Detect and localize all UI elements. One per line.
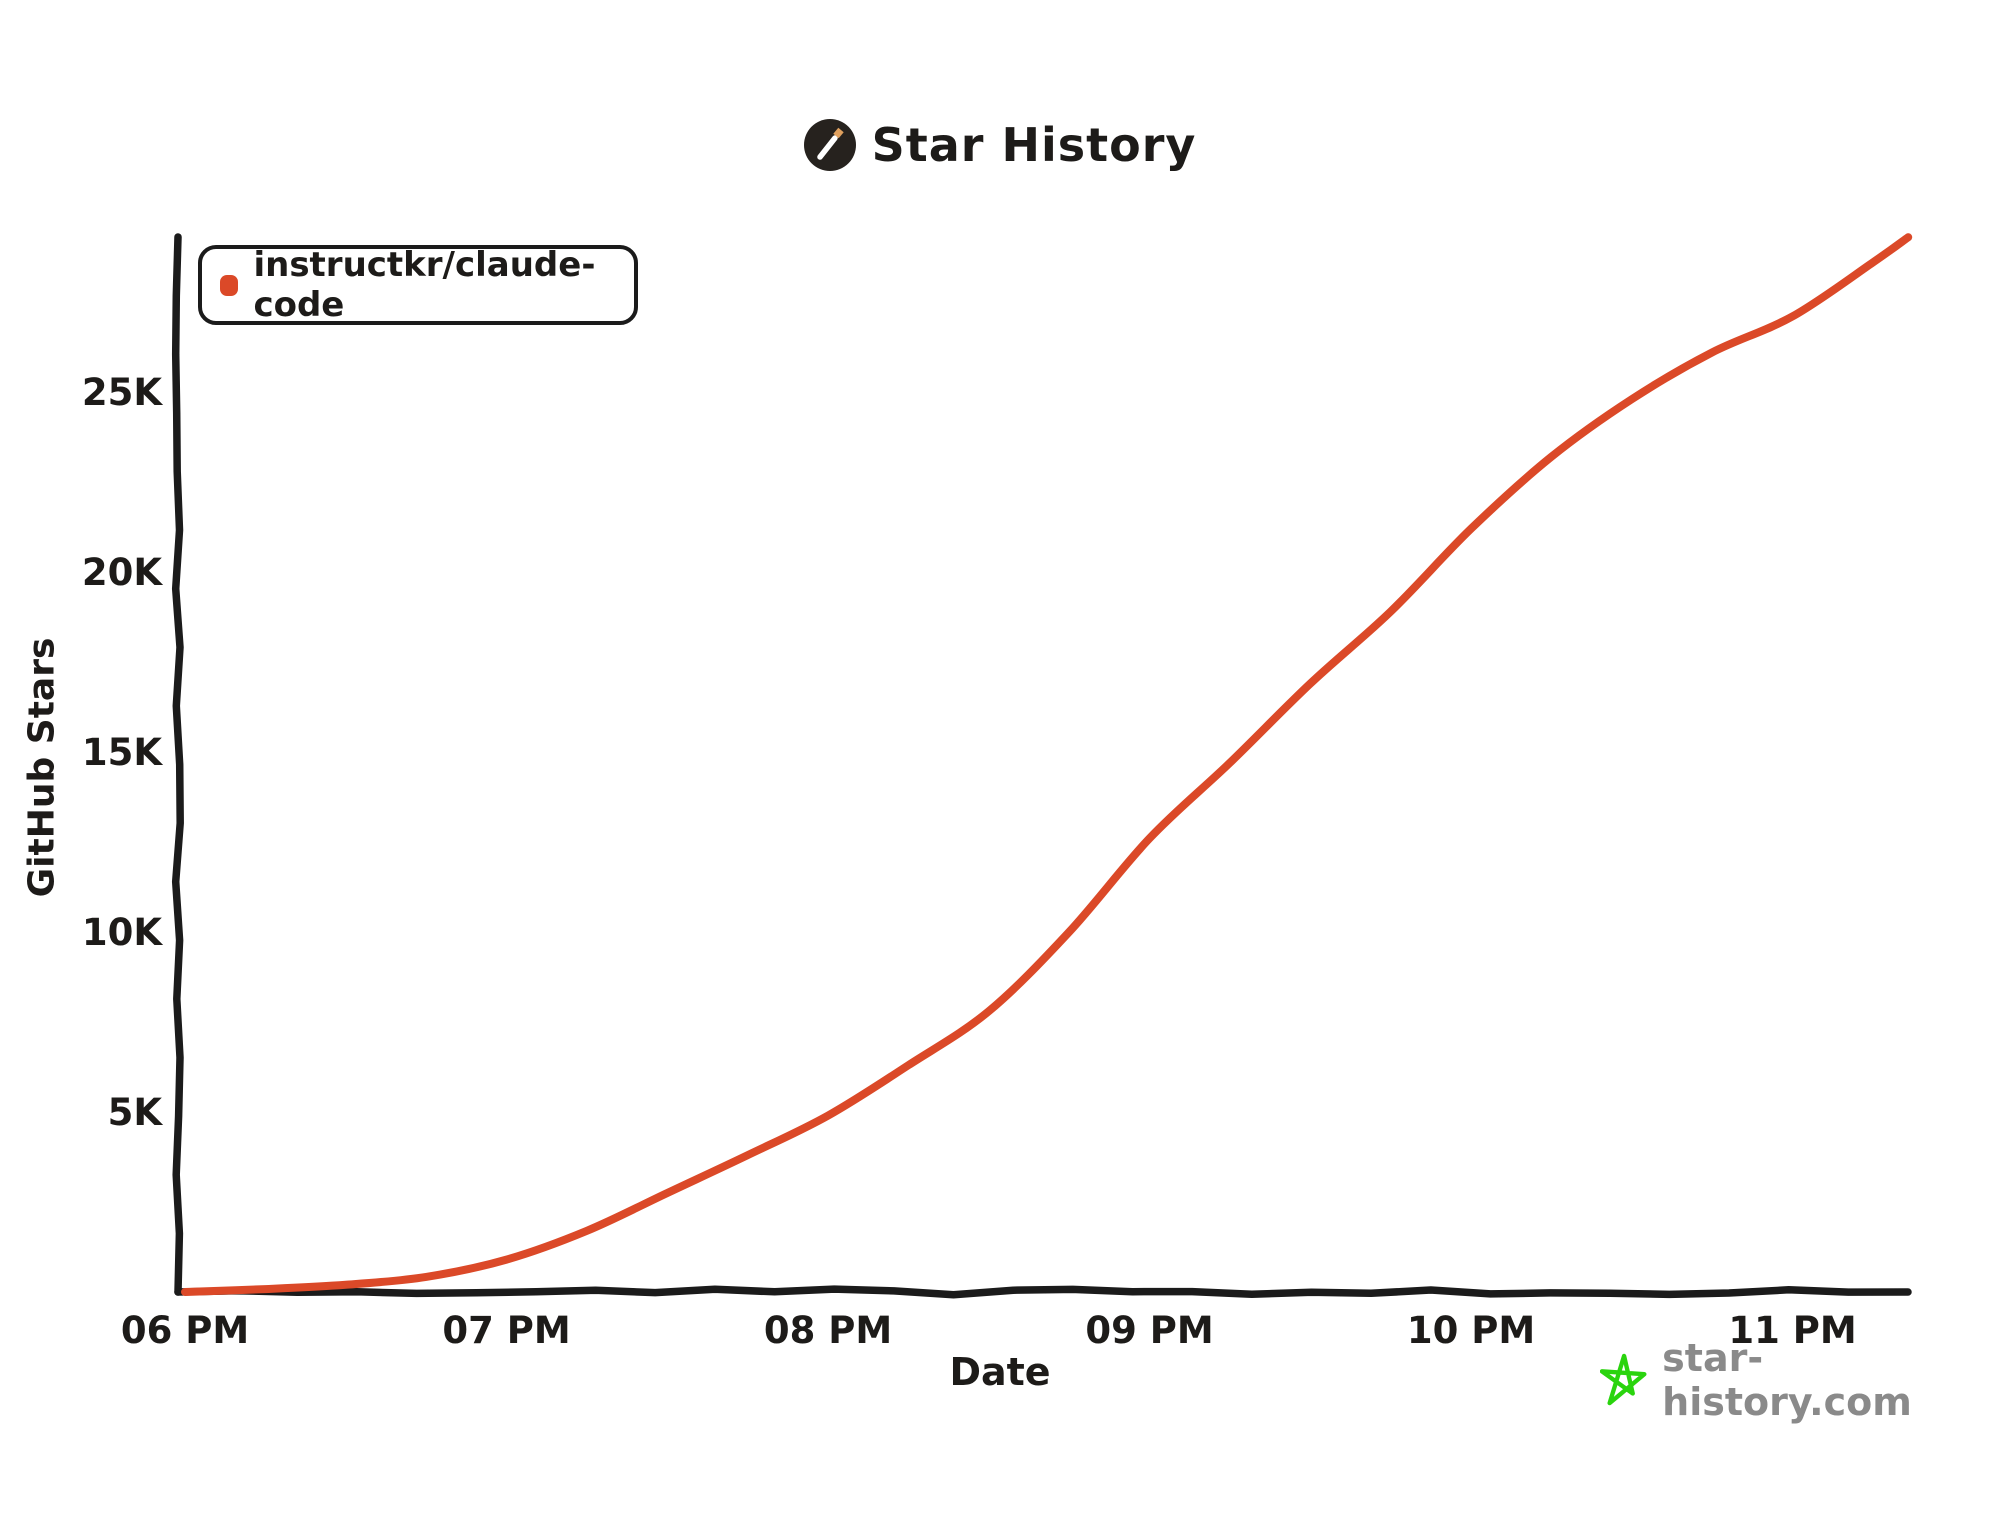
x-axis-title: Date xyxy=(949,1350,1051,1394)
star-history-logo-icon xyxy=(803,119,856,171)
watermark-text: star-history.com xyxy=(1662,1336,1912,1424)
series-line-instructkr/claude-code xyxy=(181,233,1913,1296)
star-doodle-icon xyxy=(1600,1353,1647,1406)
x-tick-label: 09 PM xyxy=(1085,1309,1213,1352)
x-tick-label: 10 PM xyxy=(1407,1309,1535,1352)
x-tick-label: 11 PM xyxy=(1728,1309,1856,1352)
y-tick-label: 20K xyxy=(82,551,163,594)
y-tick-label: 25K xyxy=(82,371,163,414)
y-tick-label: 10K xyxy=(82,911,163,954)
y-tick-label: 5K xyxy=(108,1091,164,1134)
y-axis-title: GitHub Stars xyxy=(21,637,63,898)
legend-series-marker xyxy=(220,274,239,296)
chart-header: Star History xyxy=(0,118,2000,172)
legend: instructkr/claude-code xyxy=(198,245,638,325)
y-tick-label: 15K xyxy=(82,731,163,774)
page-title: Star History xyxy=(871,118,1197,172)
y-axis-line xyxy=(171,233,184,1296)
legend-series-label: instructkr/claude-code xyxy=(253,245,596,325)
x-tick-label: 06 PM xyxy=(121,1309,249,1352)
x-tick-label: 07 PM xyxy=(442,1309,570,1352)
x-tick-label: 08 PM xyxy=(764,1309,892,1352)
x-axis-line xyxy=(174,1285,1912,1299)
watermark: star-history.com xyxy=(1600,1336,2000,1424)
